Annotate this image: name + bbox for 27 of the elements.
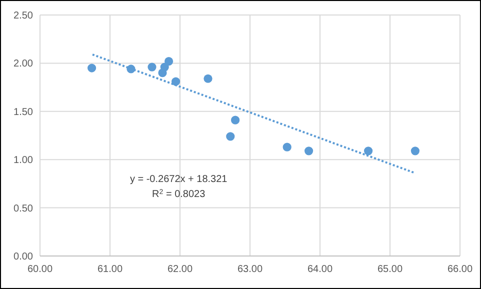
- y-tick-label: 2.50: [14, 10, 34, 22]
- y-tick-label: 1.00: [14, 155, 34, 166]
- x-tick-label: 63.00: [237, 264, 263, 275]
- x-tick-label: 61.00: [97, 264, 123, 275]
- point: [164, 56, 174, 66]
- annotation: R$^{2}$ = 0.8023: [152, 188, 206, 200]
- y-tick-label: 0.00: [14, 252, 34, 262]
- x-tick-label: 62.00: [167, 264, 193, 275]
- x-tick-label: 66.00: [447, 264, 473, 275]
- point: [226, 132, 235, 141]
- x-tick-label: 65.00: [377, 264, 403, 275]
- point: [158, 68, 167, 78]
- point: [231, 116, 240, 124]
- x-tick-label: 64.00: [307, 264, 333, 275]
- point: [172, 77, 180, 86]
- y-tick-label: 1.50: [14, 106, 34, 118]
- point: [282, 142, 292, 152]
- y-tick-label: 0.50: [14, 203, 34, 214]
- x-tick-label: 60.00: [27, 264, 53, 275]
- point: [410, 146, 420, 156]
- point: [204, 74, 212, 83]
- annotation: y = -0.2672x + 18.321: [130, 174, 228, 185]
- point: [148, 62, 156, 72]
- point: [88, 64, 96, 72]
- point: [364, 146, 373, 156]
- point: [304, 146, 314, 156]
- y-tick-label: 2.00: [14, 58, 34, 70]
